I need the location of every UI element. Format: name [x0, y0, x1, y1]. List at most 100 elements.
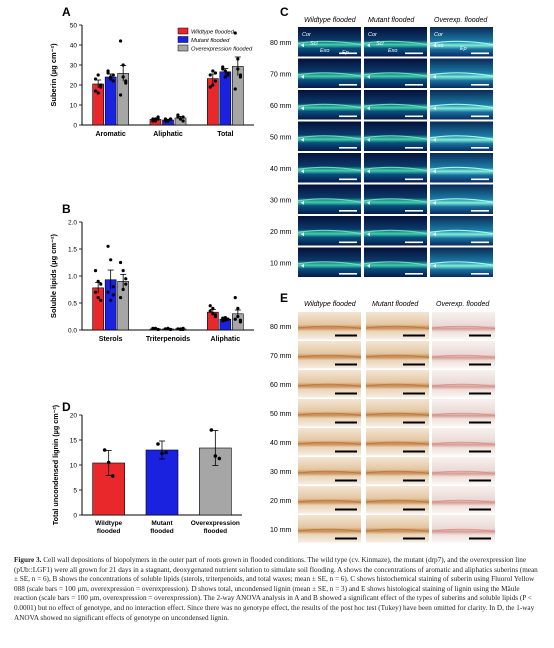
label-cor: Cor [302, 32, 312, 38]
data-point [236, 57, 240, 61]
label-exo: Exo [388, 48, 397, 54]
data-point [208, 73, 212, 77]
data-point [209, 428, 214, 432]
category-label: Aliphatic [153, 131, 183, 138]
data-point [238, 320, 243, 324]
scale-bar [335, 479, 357, 482]
data-point [213, 79, 218, 83]
y-axis-label: Suberin (µg cm⁻²) [49, 43, 58, 107]
lignin-band [365, 325, 430, 329]
scale-bar [469, 537, 491, 540]
category-label: flooded [204, 528, 227, 535]
panel-b-letter: B [62, 202, 71, 216]
row-label: 70 mm [270, 353, 292, 360]
scale-bar [335, 508, 357, 511]
scale-bar [469, 421, 491, 424]
category-label: Overexpression [191, 520, 240, 527]
panel-e-col-overexp: Overexp. flooded [436, 301, 490, 308]
data-point [93, 77, 98, 81]
data-point [106, 460, 111, 465]
scale-bar [471, 84, 489, 86]
suberin-band [363, 103, 428, 109]
data-point [178, 327, 183, 331]
scale-bar [471, 273, 489, 275]
scale-bar [469, 363, 491, 366]
suberin-band [297, 229, 362, 235]
data-point [211, 312, 215, 316]
panel-a-letter: A [62, 5, 71, 19]
scale-bar [339, 52, 357, 55]
data-point [121, 63, 125, 67]
row-label: 60 mm [270, 382, 292, 389]
caption-text: Cell wall depositions of biopolymers in … [14, 556, 538, 622]
data-point [121, 269, 125, 273]
data-point [96, 296, 100, 300]
data-point [118, 39, 123, 43]
lignin-band [365, 354, 430, 358]
data-point [221, 67, 225, 71]
panel-a-chart: A 0 10 20 30 40 50 Suberin (µg cm⁻²) Aromatic Al… [49, 5, 254, 138]
y-tick-label: 40 [70, 43, 78, 50]
row-label: 80 mm [270, 40, 292, 47]
scale-bar [339, 273, 357, 275]
suberin-band [297, 72, 362, 77]
panel-b-chart: B 0.0 0.5 1.0 1.5 2.0 Soluble lipids (µg cm⁻²… [49, 202, 254, 343]
y-axis-label: Total uncondensed lignin (µg cm⁻²) [51, 404, 60, 525]
row-label: 50 mm [270, 134, 292, 141]
panel-e-col-mutant: Mutant flooded [372, 301, 419, 308]
suberin-band [363, 198, 428, 203]
arrowhead-marker [433, 263, 436, 268]
data-point [160, 451, 164, 456]
data-point [178, 117, 183, 121]
lignin-band [365, 412, 430, 416]
data-point [164, 450, 168, 455]
category-label: Aromatic [95, 131, 125, 138]
scale-bar [335, 334, 357, 337]
suberin-band [363, 40, 428, 46]
data-point [111, 293, 115, 297]
row-label: 10 mm [270, 527, 292, 534]
category-label: Triterpenoids [146, 336, 190, 343]
data-point [166, 327, 170, 331]
suberin-band [429, 40, 494, 46]
suberin-band [297, 198, 362, 203]
data-point [106, 69, 110, 73]
bar [104, 76, 117, 126]
data-point [163, 119, 167, 123]
scale-bar [471, 178, 489, 181]
lignin-band [297, 383, 362, 387]
row-label: 40 mm [270, 440, 292, 447]
scale-bar [471, 241, 489, 244]
suberin-band [363, 261, 428, 266]
label-ep: Ep [342, 50, 349, 56]
row-label: 40 mm [270, 166, 292, 173]
data-point [96, 279, 100, 283]
arrowhead-marker [433, 74, 436, 79]
data-point [109, 298, 113, 302]
scale-bar [405, 147, 423, 149]
data-point [208, 309, 212, 313]
suberin-band [429, 135, 494, 140]
row-label: 20 mm [270, 229, 292, 236]
data-point [217, 456, 222, 461]
arrowhead-marker [433, 200, 436, 205]
arrowhead-marker [433, 137, 436, 142]
scale-bar [339, 84, 357, 86]
scale-bar [335, 392, 357, 395]
panel-c-col-mutant: Mutant flooded [368, 17, 415, 24]
data-point [236, 67, 240, 71]
scale-bar [469, 508, 491, 511]
category-label: flooded [97, 528, 120, 535]
label-exo: Exo [320, 48, 329, 54]
lignin-band [431, 499, 496, 503]
arrowhead-marker [367, 74, 370, 79]
lignin-band [431, 354, 496, 358]
arrowhead-marker [367, 43, 370, 48]
label-ep: Ep [460, 46, 467, 52]
scale-bar [403, 537, 425, 540]
data-point [208, 304, 212, 308]
row-label: 30 mm [270, 197, 292, 204]
data-point [93, 89, 98, 93]
scale-bar [405, 115, 423, 118]
scale-bar [403, 392, 425, 395]
